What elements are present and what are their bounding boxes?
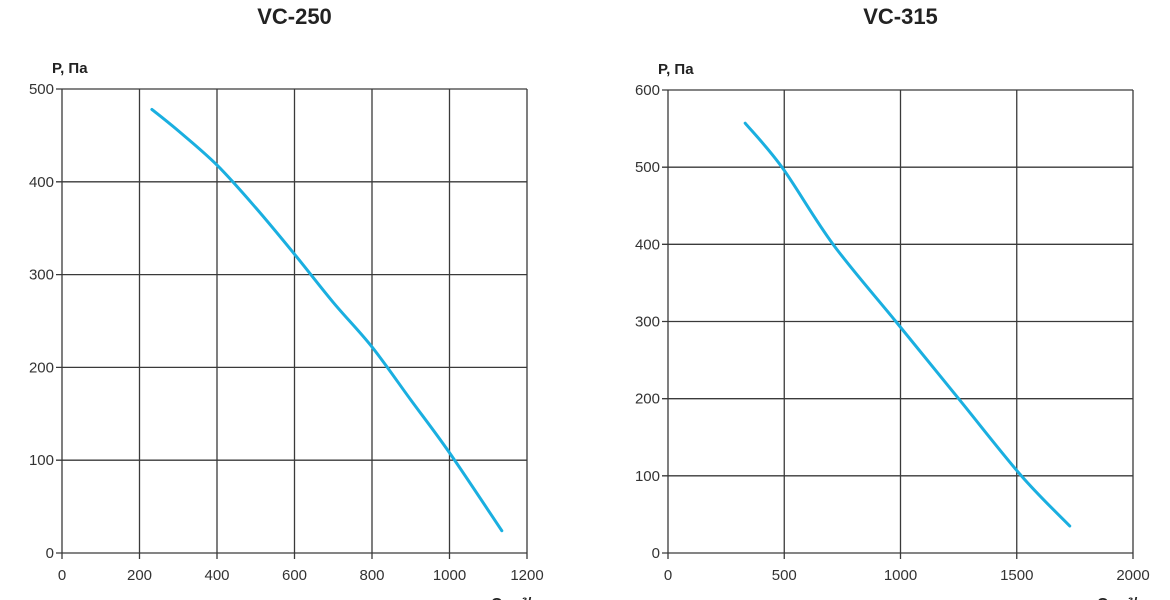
y-tick-label: 500	[29, 81, 54, 98]
series-line-VC-315	[743, 121, 1072, 528]
x-tick-label: 1000	[884, 567, 917, 584]
y-tick-label: 300	[29, 267, 54, 284]
chart-title: VC-315	[863, 4, 938, 29]
x-axis-label: Q, м³/ч	[491, 595, 540, 600]
chart-1: VC-315 P, Па Q, м³/ч 0 500 1000 1500 2000 0 100 20…	[635, 4, 1150, 600]
y-tick-label: 100	[635, 468, 660, 485]
y-tick-label: 600	[635, 82, 660, 99]
x-tick-label: 600	[282, 567, 307, 584]
chart-0: VC-250 P, Па Q, м³/ч 0 200 400 600 800 1000 1200 0…	[29, 4, 544, 600]
x-axis-label: Q, м³/ч	[1097, 595, 1146, 600]
x-tick-label: 400	[204, 567, 229, 584]
x-tick-label: 200	[127, 567, 152, 584]
y-tick-label: 400	[29, 174, 54, 191]
y-tick-label: 0	[652, 545, 660, 562]
x-tick-label: 0	[664, 567, 672, 584]
y-axis-label: P, Па	[658, 61, 694, 78]
y-axis-label: P, Па	[52, 60, 88, 77]
x-tick-label: 1500	[1000, 567, 1033, 584]
series-line-VC-250	[150, 107, 504, 533]
chart-title: VC-250	[257, 4, 332, 29]
x-tick-label: 800	[359, 567, 384, 584]
y-tick-label: 500	[635, 159, 660, 176]
y-tick-label: 100	[29, 452, 54, 469]
y-tick-label: 300	[635, 314, 660, 331]
y-tick-label: 200	[29, 359, 54, 376]
x-tick-label: 500	[772, 567, 797, 584]
y-tick-label: 400	[635, 236, 660, 253]
x-tick-label: 1000	[433, 567, 466, 584]
x-tick-label: 1200	[510, 567, 543, 584]
x-tick-label: 2000	[1116, 567, 1149, 584]
x-tick-label: 0	[58, 567, 66, 584]
y-tick-label: 0	[46, 545, 54, 562]
y-tick-label: 200	[635, 391, 660, 408]
